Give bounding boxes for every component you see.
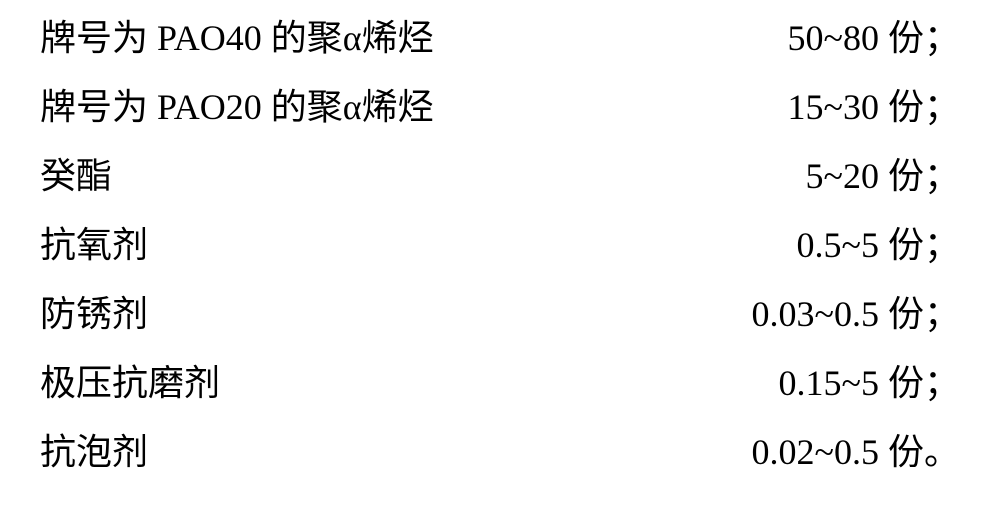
ingredient-value: 5~20 份； <box>806 158 960 194</box>
ingredient-value: 50~80 份； <box>788 20 960 56</box>
ingredient-label: 牌号为 PAO40 的聚α烯烃 <box>40 20 434 56</box>
list-item: 牌号为 PAO20 的聚α烯烃 15~30 份； <box>40 89 960 158</box>
ingredient-value: 0.15~5 份； <box>779 365 960 401</box>
list-item: 极压抗磨剂 0.15~5 份； <box>40 365 960 434</box>
ingredient-label: 抗泡剂 <box>40 434 148 470</box>
ingredient-label: 抗氧剂 <box>40 227 148 263</box>
ingredient-value: 0.03~0.5 份； <box>752 296 960 332</box>
ingredient-label: 极压抗磨剂 <box>40 365 220 401</box>
list-item: 抗泡剂 0.02~0.5 份。 <box>40 434 960 503</box>
list-item: 防锈剂 0.03~0.5 份； <box>40 296 960 365</box>
ingredient-value: 0.02~0.5 份。 <box>752 434 960 470</box>
ingredient-label: 防锈剂 <box>40 296 148 332</box>
formulation-list: 牌号为 PAO40 的聚α烯烃 50~80 份； 牌号为 PAO20 的聚α烯烃… <box>0 0 1000 526</box>
ingredient-label: 牌号为 PAO20 的聚α烯烃 <box>40 89 434 125</box>
ingredient-label: 癸酯 <box>40 158 112 194</box>
list-item: 抗氧剂 0.5~5 份； <box>40 227 960 296</box>
list-item: 牌号为 PAO40 的聚α烯烃 50~80 份； <box>40 20 960 89</box>
ingredient-value: 0.5~5 份； <box>797 227 960 263</box>
list-item: 癸酯 5~20 份； <box>40 158 960 227</box>
ingredient-value: 15~30 份； <box>788 89 960 125</box>
